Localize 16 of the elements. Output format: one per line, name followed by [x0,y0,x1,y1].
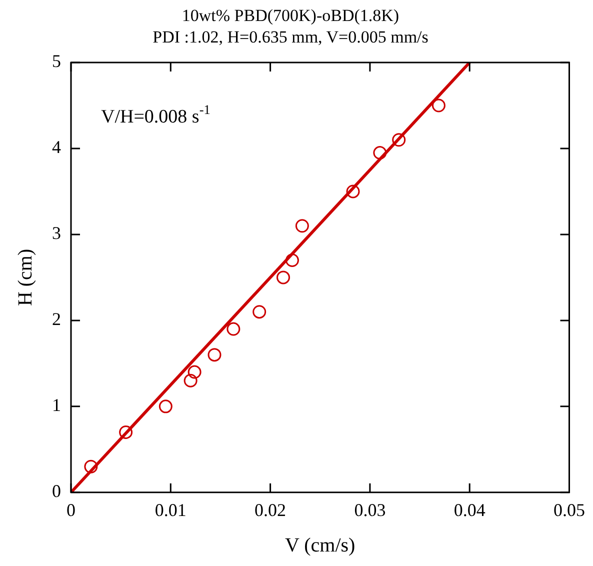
x-tick-label: 0.01 [154,500,186,520]
chart-title: 10wt% PBD(700K)-oBD(1.8K) [182,6,400,26]
y-axis-title: H (cm) [14,248,36,306]
y-tick-label: 3 [52,223,61,244]
x-tick-label: 0.04 [454,500,486,520]
x-tick-label: 0.03 [354,500,386,520]
chart-subtitle: PDI :1.02, H=0.635 mm, V=0.005 mm/s [152,27,428,46]
y-tick-label: 5 [52,51,61,72]
y-tick-label: 1 [52,395,61,416]
x-tick-label: 0.05 [554,500,585,520]
y-tick-label: 4 [52,137,61,158]
x-tick-label: 0 [66,500,76,520]
y-tick-label: 2 [52,309,61,330]
x-axis-title: V (cm/s) [285,534,356,556]
x-tick-label: 0.02 [254,500,286,520]
y-tick-label: 0 [52,481,61,502]
